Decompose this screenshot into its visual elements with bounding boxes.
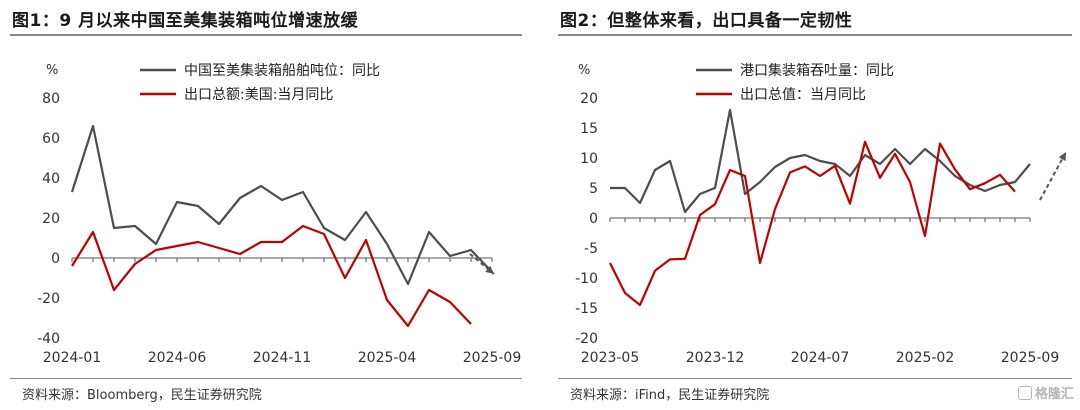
trend-arrow-line bbox=[1039, 151, 1067, 201]
title-rule bbox=[558, 34, 1072, 36]
x-tick-label: 2024-06 bbox=[148, 350, 207, 366]
title-rule bbox=[10, 34, 522, 36]
trend-arrow-line bbox=[469, 253, 495, 275]
y-tick-label: 60 bbox=[42, 131, 60, 147]
legend-label-2: 出口总额:美国:当月同比 bbox=[184, 87, 333, 103]
y-tick-label: -5 bbox=[584, 241, 598, 257]
watermark-text: 格隆汇 bbox=[1034, 387, 1074, 402]
y-tick-label: 80 bbox=[42, 91, 60, 107]
x-tick-label: 2023-12 bbox=[686, 350, 745, 366]
x-tick-label: 2024-01 bbox=[43, 350, 102, 366]
y-axis-unit-label: % bbox=[46, 63, 58, 78]
chart-title: 图1：9 月以来中国至美集装箱吨位增速放缓 bbox=[12, 11, 359, 31]
series-line-2 bbox=[609, 140, 1016, 307]
y-tick-label: -10 bbox=[575, 271, 598, 287]
y-tick-label: 20 bbox=[580, 91, 598, 107]
y-axis-unit-label: % bbox=[578, 63, 590, 78]
source-rule bbox=[558, 378, 1072, 379]
series-line-1 bbox=[610, 108, 1031, 214]
y-tick-label: 0 bbox=[51, 251, 60, 267]
y-tick-label: -20 bbox=[575, 331, 598, 347]
x-tick-label: 2025-09 bbox=[463, 350, 522, 366]
legend-label-1: 中国至美集装箱船舶吨位：同比 bbox=[184, 62, 380, 79]
legend-label-2: 出口总值：当月同比 bbox=[740, 87, 866, 103]
line-chart-tonnage: % 80 60 40 20 0 -20 -40 2024-01 2024-06 2024-11 202… bbox=[37, 62, 522, 366]
chart-panel-left: 图1：9 月以来中国至美集装箱吨位增速放缓 % 80 60 40 20 0 -20 -40 20… bbox=[0, 0, 530, 410]
y-tick-label: -40 bbox=[37, 331, 60, 347]
chart-title: 图2：但整体来看，出口具备一定韧性 bbox=[560, 11, 853, 31]
y-tick-label: 20 bbox=[42, 211, 60, 227]
y-tick-label: 15 bbox=[580, 121, 598, 137]
trend-arrow-head-icon bbox=[485, 265, 494, 274]
legend-label-1: 港口集装箱吞吐量：同比 bbox=[740, 62, 894, 79]
y-tick-label: -20 bbox=[37, 291, 60, 307]
x-tick-label: 2023-05 bbox=[581, 350, 640, 366]
series-line-2 bbox=[71, 224, 472, 328]
y-tick-label: -15 bbox=[575, 301, 598, 317]
chart-source: 资料来源：iFind，民生证券研究院 bbox=[570, 388, 770, 403]
y-tick-label: 10 bbox=[580, 151, 598, 167]
x-tick-label: 2025-04 bbox=[358, 350, 417, 366]
watermark-logo-icon bbox=[1017, 385, 1032, 400]
series-line-1 bbox=[70, 124, 493, 286]
watermark: 格隆汇 bbox=[1017, 383, 1074, 402]
x-tick-label: 2025-02 bbox=[896, 350, 955, 366]
source-rule bbox=[10, 378, 522, 379]
y-tick-label: 40 bbox=[42, 171, 60, 187]
chart-panel-right: 图2：但整体来看，出口具备一定韧性 % 20 15 10 5 0 -5 -10 -15 -20 20… bbox=[548, 0, 1080, 410]
x-tick-label: 2024-11 bbox=[253, 350, 312, 366]
x-tick-label: 2025-09 bbox=[1001, 350, 1060, 366]
x-tick-label: 2024-07 bbox=[791, 350, 850, 366]
line-chart-port-throughput: % 20 15 10 5 0 -5 -10 -15 -20 2023-05 2023-12 2024-0… bbox=[575, 62, 1067, 366]
trend-arrow-head-icon bbox=[1058, 152, 1066, 161]
chart-source: 资料来源：Bloomberg，民生证券研究院 bbox=[22, 388, 262, 403]
y-tick-label: 0 bbox=[589, 211, 598, 227]
y-tick-label: 5 bbox=[589, 181, 598, 197]
